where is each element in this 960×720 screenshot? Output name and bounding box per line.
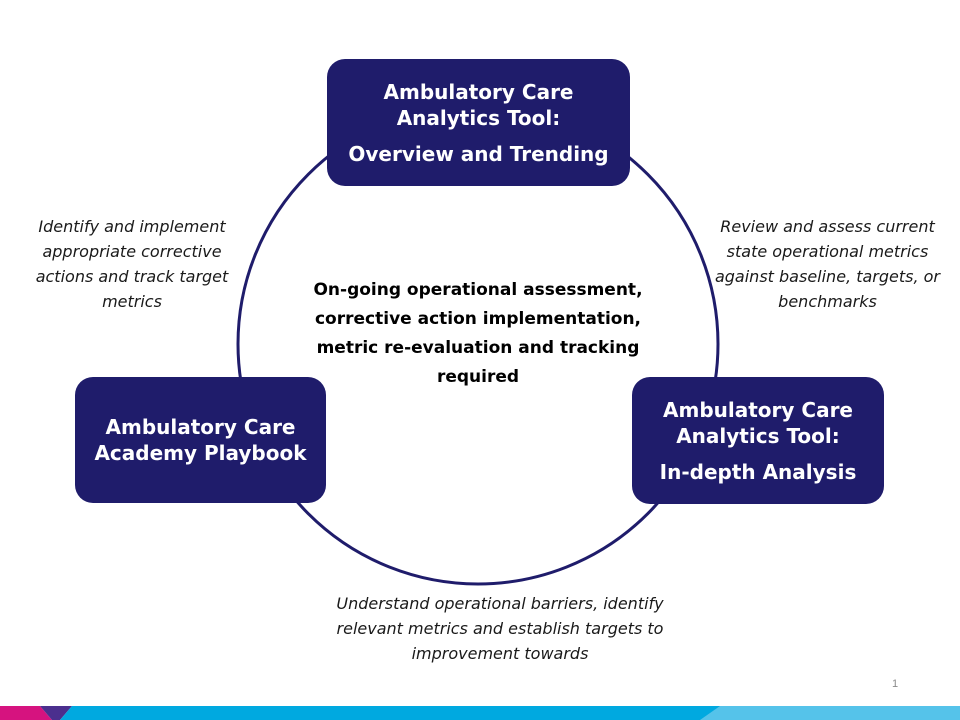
footer-purple-segment [40,706,72,720]
footer-magenta-segment [0,706,52,720]
note-understand-barriers: Understand operational barriers, identif… [336,594,664,663]
box-top-title: Ambulatory Care Analytics Tool: [383,79,574,130]
analytics-tool-overview-box: Ambulatory Care Analytics Tool: Overview… [327,59,630,186]
center-cycle-text: On-going operational assessment, correct… [313,280,643,387]
academy-playbook-box: Ambulatory Care Academy Playbook [75,377,326,503]
box-right-title: Ambulatory Care Analytics Tool: [663,397,853,448]
note-review-metrics: Review and assess current state operatio… [714,217,941,311]
box-left-title: Ambulatory Care Academy Playbook [94,415,307,465]
box-top-subtitle: Overview and Trending [348,141,609,166]
page-number: 1 [892,678,899,690]
analytics-tool-indepth-box: Ambulatory Care Analytics Tool: In-depth… [632,377,884,504]
note-corrective-actions: Identify and implement appropriate corre… [35,217,229,311]
box-right-subtitle: In-depth Analysis [659,459,857,484]
footer-light-segment [700,706,960,720]
footer-color-band [0,706,960,720]
